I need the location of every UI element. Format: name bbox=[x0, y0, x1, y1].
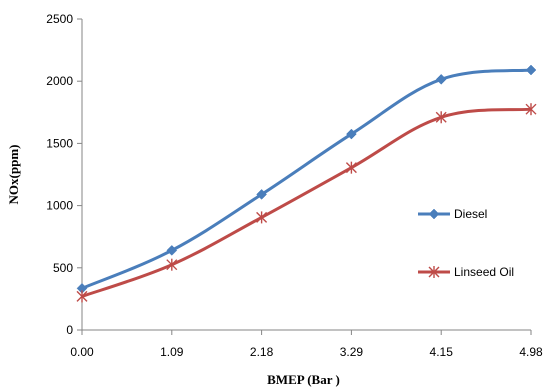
x-tick-label: 4.98 bbox=[519, 345, 543, 359]
legend: Diesel Linseed Oil bbox=[418, 207, 514, 279]
y-tick-label: 1000 bbox=[46, 199, 73, 213]
series-linseed-oil bbox=[76, 103, 537, 303]
data-point bbox=[435, 73, 447, 85]
data-point bbox=[345, 161, 357, 174]
data-point bbox=[76, 290, 88, 303]
series-diesel bbox=[76, 64, 537, 294]
y-axis-title: NOx(ppm) bbox=[6, 145, 21, 205]
x-axis: 0.00 1.09 2.18 3.29 4.15 4.98 bbox=[70, 329, 543, 359]
data-point bbox=[435, 111, 447, 124]
y-axis: 0 500 1000 1500 2000 2500 bbox=[46, 12, 83, 337]
data-point bbox=[256, 189, 267, 200]
series-line bbox=[81, 107, 532, 298]
legend-marker bbox=[428, 266, 440, 278]
series-line bbox=[81, 68, 532, 290]
data-point bbox=[256, 211, 268, 224]
legend-label: Linseed Oil bbox=[454, 265, 514, 279]
y-tick-label: 2000 bbox=[46, 74, 73, 88]
y-tick-label: 1500 bbox=[46, 136, 73, 150]
y-tick-label: 2500 bbox=[46, 12, 73, 26]
data-point bbox=[525, 64, 537, 76]
x-tick-label: 0.00 bbox=[70, 345, 94, 359]
data-point bbox=[166, 245, 178, 256]
data-point bbox=[166, 258, 178, 271]
legend-item: Diesel bbox=[418, 207, 487, 221]
x-tick-label: 2.18 bbox=[250, 345, 274, 359]
data-point bbox=[525, 103, 537, 116]
x-tick-label: 4.15 bbox=[430, 345, 454, 359]
x-tick-label: 1.09 bbox=[160, 345, 184, 359]
data-point bbox=[346, 128, 357, 140]
legend-label: Diesel bbox=[454, 207, 487, 221]
x-tick-label: 3.29 bbox=[340, 345, 364, 359]
series-area bbox=[76, 64, 537, 303]
legend-item: Linseed Oil bbox=[418, 265, 514, 279]
y-tick-label: 500 bbox=[53, 261, 73, 275]
legend-marker bbox=[428, 208, 440, 220]
y-tick-label: 0 bbox=[66, 323, 73, 337]
x-axis-title: BMEP (Bar ) bbox=[267, 372, 340, 387]
